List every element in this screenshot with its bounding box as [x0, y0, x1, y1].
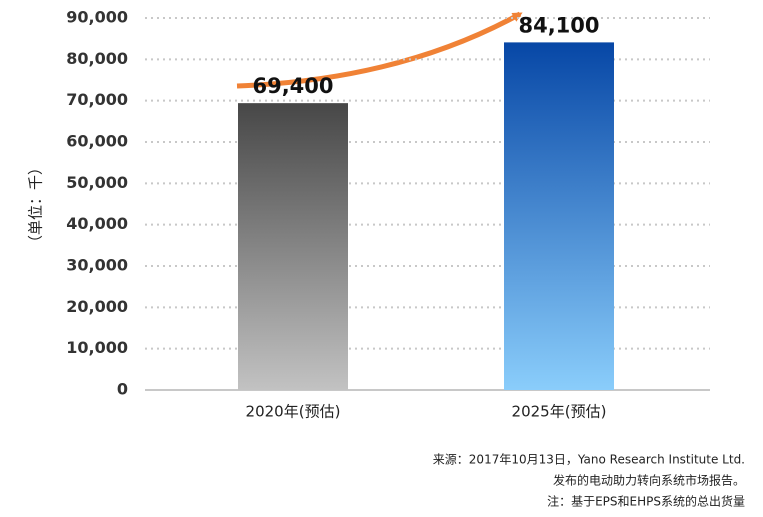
- y-tick-label: 40,000: [66, 214, 128, 233]
- y-tick-label: 90,000: [66, 8, 128, 27]
- bar: [238, 103, 348, 390]
- trend-arrow: [236, 11, 523, 89]
- y-tick-label: 50,000: [66, 173, 128, 192]
- footnote: 来源：2017年10月13日，Yano Research Institute L…: [433, 453, 745, 467]
- y-tick-label: 10,000: [66, 338, 128, 357]
- footnote: 注：基于EPS和EHPS系统的总出货量: [547, 494, 745, 509]
- y-tick-label: 80,000: [66, 49, 128, 68]
- value-label: 69,400: [252, 74, 333, 98]
- x-tick-label: 2025年(预估): [512, 403, 607, 421]
- bar: [504, 42, 614, 391]
- y-tick-label: 60,000: [66, 132, 128, 151]
- x-tick-label: 2020年(预估): [246, 403, 341, 421]
- y-tick-label: 20,000: [66, 297, 128, 316]
- y-axis-label: （单位：千）: [27, 160, 45, 250]
- y-tick-label: 70,000: [66, 90, 128, 109]
- value-label: 84,100: [518, 13, 599, 37]
- y-tick-label: 0: [117, 380, 128, 399]
- y-tick-label: 30,000: [66, 256, 128, 275]
- footnote: 发布的电动助力转向系统市场报告。: [553, 473, 745, 488]
